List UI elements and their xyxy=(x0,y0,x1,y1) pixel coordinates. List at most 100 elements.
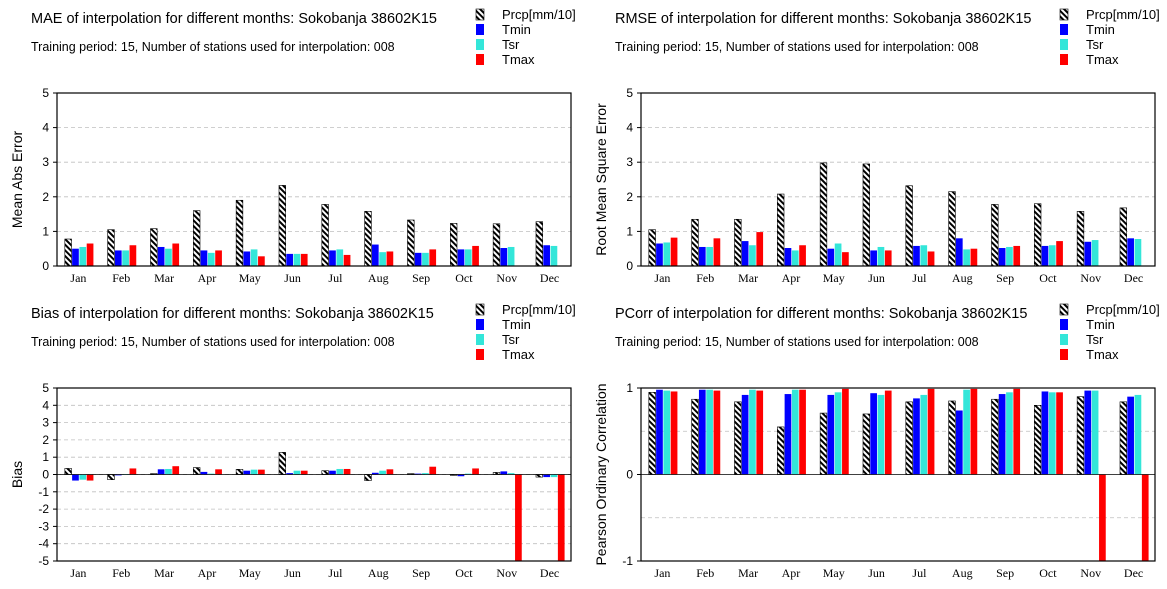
pcorr-month-label-sep: Sep xyxy=(996,566,1014,580)
rmse-month-label-jul: Jul xyxy=(912,271,927,285)
rmse-bar-tmax-mar xyxy=(756,232,764,266)
rmse-bar-prcpmm-feb xyxy=(691,218,699,267)
mae-plot-frame xyxy=(56,92,572,267)
pcorr-bar-tsr-aug xyxy=(963,389,970,475)
mae-bar-tmin-oct xyxy=(457,249,465,266)
rmse-month-label-mar: Mar xyxy=(738,271,758,285)
mae-legend-swatch-0 xyxy=(475,8,485,21)
pcorr-legend-swatch-3 xyxy=(1060,349,1068,360)
rmse-bar-tmin-jun xyxy=(870,250,877,266)
mae-legend-swatch-1 xyxy=(476,24,484,35)
pcorr-bar-prcpmm-jun xyxy=(862,413,870,475)
bias-bar-tsr-mar xyxy=(165,468,172,475)
mae-bar-prcpmm-jul xyxy=(321,204,329,267)
pcorr-bar-tmin-may xyxy=(827,394,835,475)
mae-bar-tmin-mar xyxy=(157,246,165,266)
pcorr-bar-prcpmm-nov xyxy=(1076,396,1085,475)
rmse-month-label-feb: Feb xyxy=(696,271,714,285)
pcorr-legend-label-3: Tmax xyxy=(1086,347,1119,362)
pcorr-subtitle: Training period: 15, Number of stations … xyxy=(615,335,979,349)
pcorr-bar-tsr-feb xyxy=(706,389,713,475)
mae-y-tick-label: 2 xyxy=(42,190,49,204)
mae-subtitle: Training period: 15, Number of stations … xyxy=(31,40,395,54)
rmse-bar-prcpmm-mar xyxy=(734,218,742,267)
bias-legend-label-3: Tmax xyxy=(502,347,535,362)
pcorr-legend-label-0: Prcp[mm/10] xyxy=(1086,302,1160,317)
rmse-bar-prcpmm-oct xyxy=(1034,203,1042,267)
pcorr-bar-tmin-nov xyxy=(1084,390,1092,475)
pcorr-bar-tsr-mar xyxy=(749,389,756,475)
mae-bar-prcpmm-oct xyxy=(450,223,458,267)
pcorr-bar-prcpmm-may xyxy=(819,412,828,475)
rmse-bar-tmax-feb xyxy=(713,238,721,266)
rmse-bar-tsr-dec xyxy=(1134,239,1142,266)
rmse-bar-tsr-jul xyxy=(920,245,928,266)
pcorr-month-label-apr: Apr xyxy=(782,566,801,580)
pcorr-legend-swatch-1 xyxy=(1060,319,1068,330)
rmse-bar-tmin-dec xyxy=(1127,238,1134,266)
pcorr-bar-tsr-sep xyxy=(1006,392,1013,475)
rmse-bar-tsr-aug xyxy=(963,249,970,266)
bias-bar-prcpmm-jun xyxy=(278,452,286,475)
rmse-bar-prcpmm-jan xyxy=(648,229,656,267)
bias-subtitle: Training period: 15, Number of stations … xyxy=(31,335,395,349)
rmse-plot-frame xyxy=(640,92,1156,267)
pcorr-bar-prcpmm-sep xyxy=(991,398,999,475)
bias-y-tick-label: 5 xyxy=(42,381,49,395)
rmse-legend-label-1: Tmin xyxy=(1086,22,1115,37)
mae-bar-tmax-jun xyxy=(300,253,308,266)
mae-bar-tmax-jan xyxy=(86,243,94,266)
pcorr-bar-tsr-jul xyxy=(920,394,928,475)
bias-y-tick-label: -4 xyxy=(38,537,49,551)
pcorr-bar-tmax-mar xyxy=(756,390,764,475)
bias-bar-tsr-aug xyxy=(379,470,386,475)
bias-month-label-feb: Feb xyxy=(112,566,130,580)
pcorr-bar-tmin-sep xyxy=(998,394,1006,475)
mae-bar-prcpmm-jan xyxy=(64,238,72,267)
mae-y-tick-label: 1 xyxy=(42,224,49,238)
mae-bar-tmin-aug xyxy=(371,244,379,266)
bias-month-label-oct: Oct xyxy=(455,566,473,580)
mae-legend-label-1: Tmin xyxy=(502,22,531,37)
mae-month-label-nov: Nov xyxy=(496,271,517,285)
rmse-bar-tmax-aug xyxy=(970,248,978,266)
pcorr-bar-tsr-jan xyxy=(663,390,671,475)
rmse-bar-tmin-jul xyxy=(913,245,920,266)
mae-bar-tmin-jun xyxy=(286,253,293,266)
pcorr-bar-tmax-jan xyxy=(670,391,678,475)
mae-bar-tmax-sep xyxy=(429,249,437,266)
bias-bar-tsr-sep xyxy=(422,473,429,475)
rmse-y-tick-label: 0 xyxy=(626,259,633,273)
rmse-bar-tmin-apr xyxy=(784,248,792,266)
pcorr-bar-tmin-oct xyxy=(1041,391,1049,475)
bias-bar-tsr-apr xyxy=(207,473,215,475)
mae-bar-tmax-oct xyxy=(472,245,479,266)
pcorr-bar-tmin-mar xyxy=(741,394,749,475)
bias-y-tick-label: -3 xyxy=(38,519,49,533)
bias-y-axis-label: Bias xyxy=(9,461,25,488)
pcorr-bar-prcpmm-dec xyxy=(1119,401,1127,475)
bias-bar-tmax-apr xyxy=(215,469,222,475)
bias-bar-tmax-nov xyxy=(515,474,522,561)
mae-bar-prcpmm-mar xyxy=(150,228,158,267)
mae-month-label-sep: Sep xyxy=(412,271,430,285)
pcorr-bar-tsr-nov xyxy=(1091,390,1099,475)
bias-bar-prcpmm-may xyxy=(235,469,244,475)
rmse-bar-prcpmm-apr xyxy=(777,193,785,267)
pcorr-bar-tmin-feb xyxy=(698,389,706,475)
mae-month-label-may: May xyxy=(239,271,261,285)
bias-chart: Bias of interpolation for different mont… xyxy=(9,302,576,580)
mae-y-tick-label: 3 xyxy=(42,155,49,169)
rmse-month-label-dec: Dec xyxy=(1124,271,1143,285)
mae-bar-tmax-aug xyxy=(386,251,394,266)
bias-month-label-jun: Jun xyxy=(284,566,301,580)
pcorr-chart: PCorr of interpolation for different mon… xyxy=(593,302,1160,580)
pcorr-bar-prcpmm-apr xyxy=(777,426,785,475)
bias-legend-swatch-1 xyxy=(476,319,484,330)
bias-y-tick-label: -2 xyxy=(38,502,49,516)
bias-bar-tmin-jun xyxy=(286,473,293,475)
pcorr-bar-tmin-aug xyxy=(955,410,963,475)
pcorr-bar-tmax-jun xyxy=(884,390,892,475)
rmse-month-label-sep: Sep xyxy=(996,271,1014,285)
pcorr-y-axis-label: Pearson Ordinary Correlation xyxy=(593,383,609,565)
